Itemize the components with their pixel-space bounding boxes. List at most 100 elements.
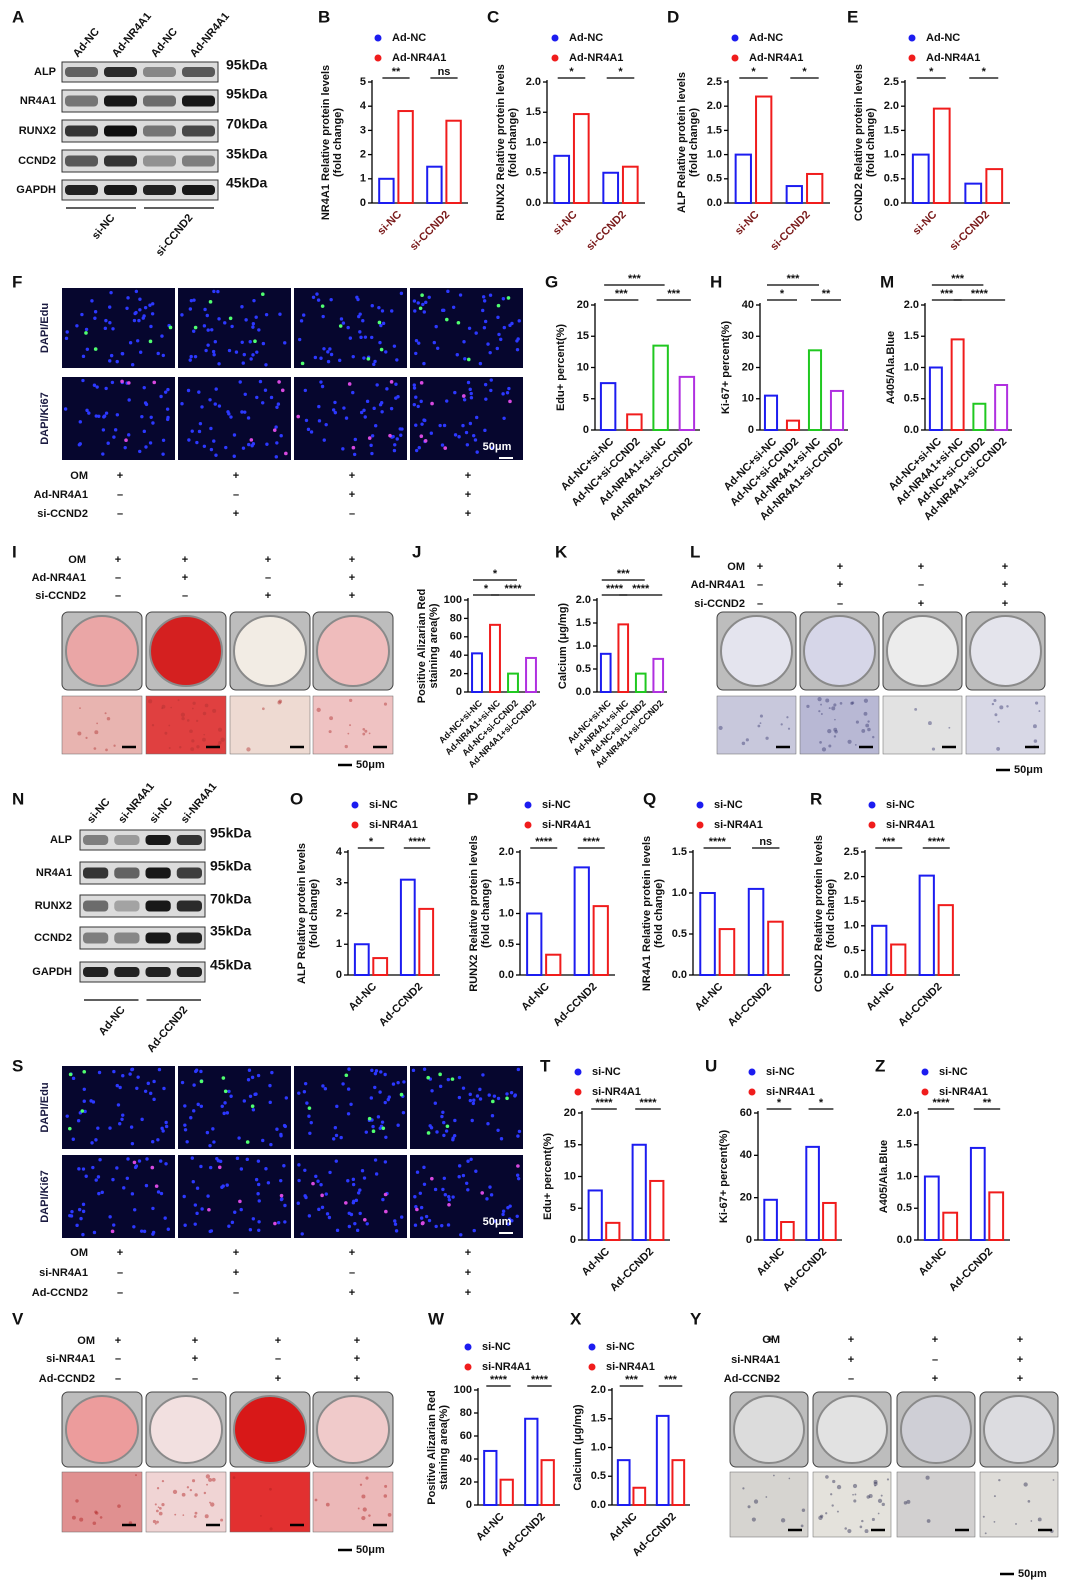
blot-strip [61,89,219,113]
bar [445,119,462,204]
nucleus [81,1232,85,1237]
nucleus [213,402,217,406]
nucleus [351,390,355,395]
nucleus [136,339,140,343]
nucleus [243,392,247,396]
nucleus [495,346,500,351]
x-tick-label: Ad-NC [607,1511,640,1544]
stain-speck [269,1527,273,1531]
y-tick-label: 0.5 [844,944,859,956]
legend-marker [731,54,739,62]
stained-cell [279,1193,284,1198]
nucleus [261,341,266,346]
y-tick-label: 100 [454,1384,472,1396]
nucleus [427,1218,432,1223]
nucleus [214,387,218,391]
legend-marker [351,801,359,809]
bar [489,623,501,694]
scale-label: 50μm [356,759,385,771]
nucleus [278,312,282,316]
nucleus [166,1227,171,1231]
nucleus [469,391,473,396]
nucleus [77,1207,82,1212]
nucleus [127,398,131,402]
nucleus [252,298,256,303]
nucleus [195,1186,200,1190]
nucleus [121,1074,125,1078]
micrograph [410,1155,523,1238]
nucleus [183,1123,187,1127]
nucleus [234,350,239,354]
blot-band [114,967,140,977]
nucleus [487,1093,491,1097]
bar [631,1143,647,1241]
nucleus [205,1130,210,1135]
nucleus [506,1222,511,1226]
nucleus [81,1202,86,1207]
nucleus [464,430,469,435]
y-tick-label: 0.0 [499,969,514,981]
y-tick-label: 2.0 [707,100,722,112]
y-tick-label: 20 [564,1107,576,1119]
nucleus [193,1069,198,1074]
significance-label: **** [932,1097,950,1109]
nucleus [442,1176,447,1180]
stain-speck [190,747,195,752]
nucleus [275,441,279,445]
stain-speck [77,731,82,736]
nucleus [248,1094,253,1098]
legend-label: Ad-NR4A1 [749,52,803,64]
treatment-sign: + [932,1373,938,1385]
treatment-sign: + [115,1335,121,1347]
nucleus [474,1169,478,1173]
stain-speck [156,1509,159,1513]
treatment-sign: + [354,1335,360,1347]
nucleus [515,1214,519,1218]
nucleus [333,400,337,405]
y-tick-label: 4 [336,846,343,858]
stain-speck [349,724,352,727]
nucleus [241,446,246,450]
legend-label: si-NR4A1 [592,1086,641,1098]
nucleus [380,309,385,313]
y-axis-label: Ki-67+ percent(%) [718,1130,730,1224]
legend-marker [868,821,876,829]
nucleus [242,352,246,357]
stain-speck [1032,724,1037,729]
nucleus [447,1195,451,1199]
stained-cell [384,1209,388,1214]
nucleus [346,1087,351,1091]
y-tick-label: 3 [336,877,342,889]
nucleus [393,443,397,447]
nucleus [416,404,420,409]
nucleus [373,359,377,364]
nucleus [502,416,506,420]
bar [602,171,620,204]
nucleus [256,1159,261,1163]
treatment-sign: + [233,1247,239,1259]
stain-speck [194,1511,198,1515]
panel-letter: P [467,789,478,808]
significance-label: * [777,1097,782,1109]
y-tick-label: 0 [748,424,754,436]
nucleus [321,1084,325,1088]
nucleus [501,1212,505,1217]
nucleus [481,1073,485,1077]
stained-cell [280,388,285,393]
nucleus [92,383,97,387]
treatment-sign: + [265,554,271,566]
nucleus [199,1069,203,1074]
nucleus [372,406,376,411]
nucleus [139,1229,144,1233]
nucleus [457,435,461,439]
treatment-sign: – [767,1373,773,1385]
nucleus [414,338,419,343]
y-tick-label: 40 [460,1453,472,1465]
stain-speck [753,1499,759,1504]
nucleus [468,421,473,426]
stain-speck [993,698,997,703]
nucleus [224,445,228,450]
nucleus [478,361,483,366]
bar [755,95,773,204]
nucleus [251,322,256,326]
